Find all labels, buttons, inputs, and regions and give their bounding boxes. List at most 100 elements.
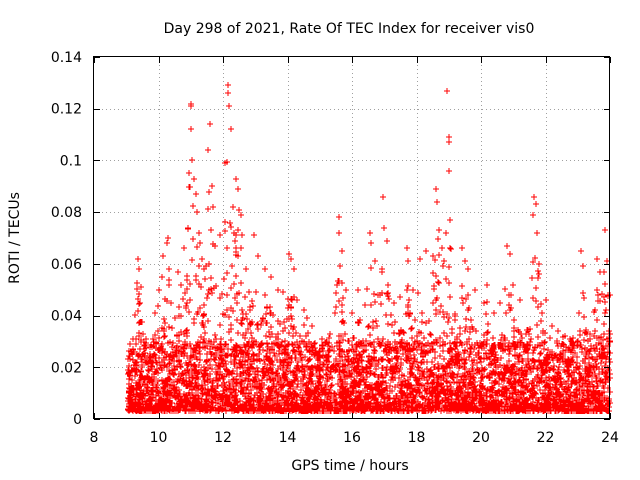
data-point bbox=[250, 303, 256, 309]
data-point bbox=[245, 326, 251, 332]
data-point bbox=[338, 333, 344, 339]
data-point bbox=[337, 377, 343, 383]
data-point bbox=[315, 391, 321, 397]
data-point bbox=[225, 403, 231, 409]
data-point bbox=[338, 376, 344, 382]
data-point bbox=[178, 364, 184, 370]
data-point bbox=[270, 312, 276, 318]
data-point bbox=[409, 325, 415, 331]
data-point bbox=[404, 287, 410, 293]
data-point bbox=[563, 344, 569, 350]
data-point bbox=[484, 355, 490, 361]
data-point bbox=[398, 340, 404, 346]
data-point bbox=[209, 290, 215, 296]
data-point bbox=[447, 380, 453, 386]
data-point bbox=[193, 277, 199, 283]
data-point bbox=[150, 388, 156, 394]
data-point bbox=[583, 351, 589, 357]
data-point bbox=[466, 354, 472, 360]
data-point bbox=[190, 203, 196, 209]
data-point bbox=[223, 397, 229, 403]
data-point bbox=[519, 335, 525, 341]
data-point bbox=[503, 310, 509, 316]
data-point bbox=[148, 363, 154, 369]
data-point bbox=[327, 368, 333, 374]
data-point bbox=[397, 366, 403, 372]
data-point bbox=[512, 361, 518, 367]
data-point bbox=[592, 328, 598, 334]
data-point bbox=[289, 341, 295, 347]
data-point bbox=[367, 389, 373, 395]
data-point bbox=[532, 390, 538, 396]
data-point bbox=[333, 290, 339, 296]
data-point bbox=[316, 349, 322, 355]
data-point bbox=[329, 344, 335, 350]
data-point bbox=[386, 358, 392, 364]
data-point bbox=[212, 388, 218, 394]
data-point bbox=[206, 189, 212, 195]
data-point bbox=[234, 343, 240, 349]
data-point bbox=[300, 374, 306, 380]
data-point bbox=[457, 331, 463, 337]
data-point bbox=[379, 340, 385, 346]
data-point bbox=[585, 338, 591, 344]
data-point bbox=[241, 342, 247, 348]
data-point bbox=[262, 292, 268, 298]
data-point bbox=[525, 358, 531, 364]
data-point bbox=[594, 383, 600, 389]
data-point bbox=[236, 360, 242, 366]
data-point bbox=[178, 397, 184, 403]
data-point bbox=[280, 357, 286, 363]
data-point bbox=[328, 383, 334, 389]
data-point bbox=[138, 339, 144, 345]
data-point bbox=[156, 390, 162, 396]
data-point bbox=[161, 334, 167, 340]
data-point bbox=[239, 321, 245, 327]
data-point bbox=[600, 383, 606, 389]
data-point bbox=[357, 400, 363, 406]
data-point bbox=[151, 406, 157, 412]
data-point bbox=[317, 366, 323, 372]
data-point bbox=[295, 344, 301, 350]
data-point bbox=[171, 354, 177, 360]
data-point bbox=[332, 391, 338, 397]
data-point bbox=[587, 348, 593, 354]
data-point bbox=[427, 331, 433, 337]
data-point bbox=[406, 297, 412, 303]
data-point bbox=[275, 377, 281, 383]
data-point bbox=[357, 378, 363, 384]
data-point bbox=[484, 337, 490, 343]
data-point bbox=[553, 390, 559, 396]
data-point bbox=[498, 399, 504, 405]
data-point bbox=[538, 318, 544, 324]
data-point bbox=[509, 383, 515, 389]
data-point bbox=[314, 403, 320, 409]
data-point bbox=[372, 299, 378, 305]
data-point bbox=[428, 408, 434, 414]
data-point bbox=[436, 252, 442, 258]
data-point bbox=[430, 400, 436, 406]
data-point bbox=[201, 302, 207, 308]
data-point bbox=[411, 358, 417, 364]
data-point bbox=[256, 344, 262, 350]
data-point bbox=[302, 354, 308, 360]
data-point bbox=[400, 329, 406, 335]
data-point bbox=[433, 339, 439, 345]
data-point bbox=[409, 386, 415, 392]
data-point bbox=[438, 380, 444, 386]
data-point bbox=[535, 275, 541, 281]
data-point bbox=[215, 397, 221, 403]
data-point bbox=[499, 332, 505, 338]
data-point bbox=[368, 408, 374, 414]
data-point bbox=[224, 245, 230, 251]
data-point bbox=[206, 338, 212, 344]
data-point bbox=[586, 406, 592, 412]
data-point bbox=[186, 361, 192, 367]
data-point bbox=[389, 322, 395, 328]
data-point bbox=[235, 330, 241, 336]
data-point bbox=[480, 386, 486, 392]
data-point bbox=[538, 301, 544, 307]
data-point bbox=[166, 368, 172, 374]
data-point bbox=[316, 380, 322, 386]
data-point bbox=[602, 299, 608, 305]
